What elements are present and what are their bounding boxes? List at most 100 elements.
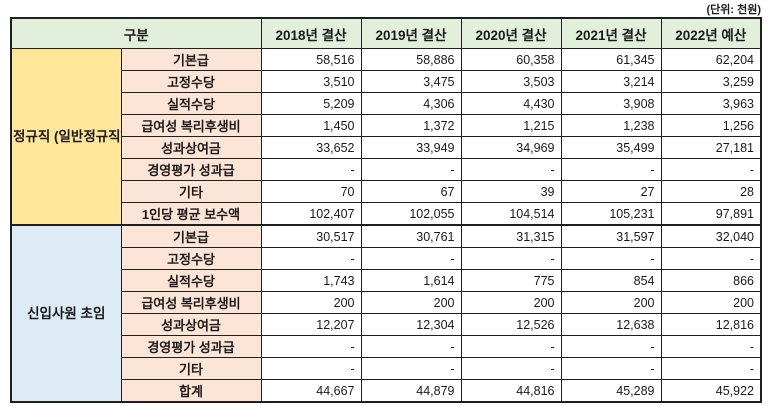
- value-cell: 1,372: [360, 114, 462, 137]
- value-cell: 4,430: [460, 92, 562, 115]
- value-cell: 1,238: [560, 114, 662, 137]
- value-cell: 44,667: [260, 379, 362, 403]
- value-cell: -: [460, 158, 562, 181]
- header-cell-2019: 2019년 결산: [360, 17, 462, 49]
- value-cell: 30,761: [360, 224, 462, 248]
- value-cell: -: [260, 357, 362, 380]
- value-cell: 12,207: [260, 313, 362, 336]
- value-cell: 35,499: [560, 136, 662, 159]
- value-cell: 44,816: [460, 379, 562, 403]
- header-row: 구분 2018년 결산 2019년 결산 2020년 결산 2021년 결산 2…: [10, 17, 762, 49]
- value-cell: 31,315: [460, 224, 562, 248]
- value-cell: 1,743: [260, 269, 362, 292]
- row-label-cell: 고정수당: [120, 70, 262, 93]
- row-label-cell: 고정수당: [120, 247, 262, 270]
- value-cell: -: [260, 158, 362, 181]
- value-cell: 70: [260, 180, 362, 203]
- value-cell: 12,304: [360, 313, 462, 336]
- value-cell: 58,516: [260, 48, 362, 71]
- value-cell: -: [460, 335, 562, 358]
- value-cell: 33,949: [360, 136, 462, 159]
- value-cell: 4,306: [360, 92, 462, 115]
- value-cell: 866: [660, 269, 762, 292]
- row-label-cell: 기타: [120, 357, 262, 380]
- section-label-regular: 정규직 (일반정규직): [10, 48, 122, 226]
- value-cell: -: [560, 158, 662, 181]
- value-cell: 105,231: [560, 202, 662, 226]
- value-cell: 45,922: [660, 379, 762, 403]
- value-cell: 97,891: [660, 202, 762, 226]
- value-cell: 200: [560, 291, 662, 314]
- header-cell-2021: 2021년 결산: [560, 17, 662, 49]
- value-cell: -: [460, 357, 562, 380]
- value-cell: 27,181: [660, 136, 762, 159]
- value-cell: 1,614: [360, 269, 462, 292]
- value-cell: 1,215: [460, 114, 562, 137]
- row-label-cell: 기본급: [120, 48, 262, 71]
- table-body: 정규직 (일반정규직) 기본급 58,516 58,886 60,358 61,345 62…: [10, 48, 762, 403]
- value-cell: -: [560, 357, 662, 380]
- table-row: 성과상여금 33,652 33,949 34,969 35,499 27,181: [11, 136, 762, 159]
- value-cell: 102,055: [360, 202, 462, 226]
- salary-table: 구분 2018년 결산 2019년 결산 2020년 결산 2021년 결산 2…: [10, 17, 762, 403]
- value-cell: 62,204: [660, 48, 762, 71]
- value-cell: -: [660, 335, 762, 358]
- value-cell: 3,475: [360, 70, 462, 93]
- table-row: 실적수당 1,743 1,614 775 854 866: [11, 269, 762, 292]
- value-cell: 854: [560, 269, 662, 292]
- value-cell: 67: [360, 180, 462, 203]
- value-cell: 3,214: [560, 70, 662, 93]
- value-cell: -: [460, 247, 562, 270]
- value-cell: -: [360, 357, 462, 380]
- value-cell: 775: [460, 269, 562, 292]
- value-cell: -: [660, 158, 762, 181]
- value-cell: -: [660, 247, 762, 270]
- table-row: 실적수당 5,209 4,306 4,430 3,908 3,963: [11, 92, 762, 115]
- row-label-cell: 급여성 복리후생비: [120, 114, 262, 137]
- header-cell-category: 구분: [10, 17, 262, 49]
- value-cell: 60,358: [460, 48, 562, 71]
- value-cell: 28: [660, 180, 762, 203]
- value-cell: 200: [260, 291, 362, 314]
- value-cell: 12,526: [460, 313, 562, 336]
- value-cell: -: [360, 335, 462, 358]
- value-cell: 1,256: [660, 114, 762, 137]
- table-row: 성과상여금 12,207 12,304 12,526 12,638 12,816: [11, 313, 762, 336]
- row-label-cell: 성과상여금: [120, 136, 262, 159]
- header-cell-2020: 2020년 결산: [460, 17, 562, 49]
- value-cell: 104,514: [460, 202, 562, 226]
- unit-label: (단위: 천원): [706, 4, 761, 16]
- value-cell: -: [560, 335, 662, 358]
- row-label-cell: 1인당 평균 보수액: [120, 202, 262, 226]
- value-cell: 61,345: [560, 48, 662, 71]
- section-label-newhire: 신입사원 초임: [10, 224, 122, 403]
- table-row: 고정수당 - - - - -: [11, 247, 762, 270]
- value-cell: 44,879: [360, 379, 462, 403]
- row-label-cell: 경영평가 성과급: [120, 158, 262, 181]
- row-label-cell: 실적수당: [120, 92, 262, 115]
- value-cell: 200: [360, 291, 462, 314]
- value-cell: 3,908: [560, 92, 662, 115]
- row-label-cell: 급여성 복리후생비: [120, 291, 262, 314]
- row-label-cell: 실적수당: [120, 269, 262, 292]
- row-label-cell: 기타: [120, 180, 262, 203]
- table-row: 기타 - - - - -: [11, 357, 762, 380]
- value-cell: 200: [660, 291, 762, 314]
- value-cell: 30,517: [260, 224, 362, 248]
- table-row: 급여성 복리후생비 200 200 200 200 200: [11, 291, 762, 314]
- value-cell: 39: [460, 180, 562, 203]
- header-cell-2018: 2018년 결산: [260, 17, 362, 49]
- table-row: 기타 70 67 39 27 28: [11, 180, 762, 203]
- value-cell: -: [260, 335, 362, 358]
- value-cell: 45,289: [560, 379, 662, 403]
- table-row: 경영평가 성과급 - - - - -: [11, 158, 762, 181]
- value-cell: 12,638: [560, 313, 662, 336]
- value-cell: 12,816: [660, 313, 762, 336]
- value-cell: 34,969: [460, 136, 562, 159]
- value-cell: 1,450: [260, 114, 362, 137]
- table-row: 고정수당 3,510 3,475 3,503 3,214 3,259: [11, 70, 762, 93]
- value-cell: -: [660, 357, 762, 380]
- value-cell: 58,886: [360, 48, 462, 71]
- table-row: 급여성 복리후생비 1,450 1,372 1,215 1,238 1,256: [11, 114, 762, 137]
- row-label-cell: 합계: [120, 379, 262, 403]
